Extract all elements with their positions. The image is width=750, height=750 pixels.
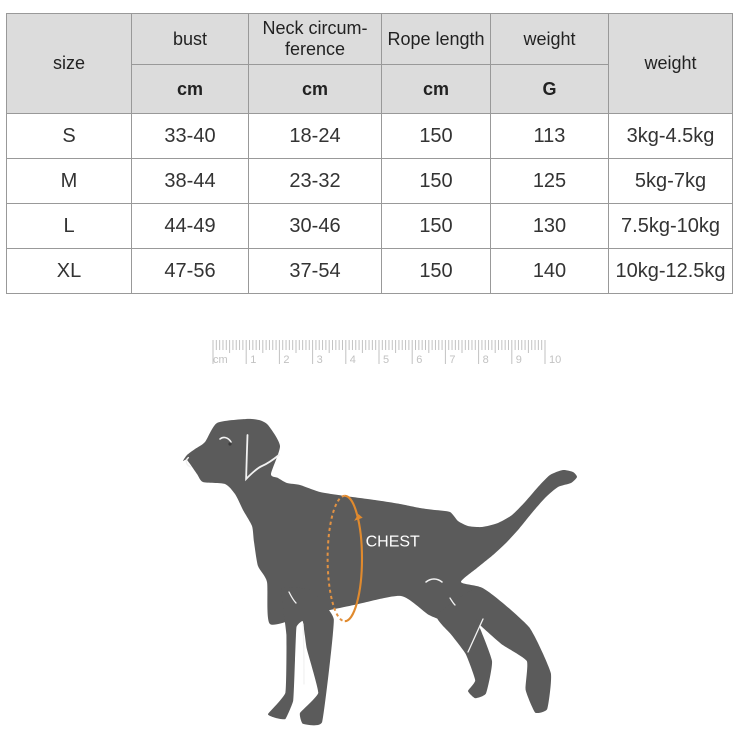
svg-text:10: 10 bbox=[549, 354, 561, 366]
svg-text:5: 5 bbox=[383, 354, 389, 366]
svg-text:9: 9 bbox=[516, 354, 522, 366]
svg-text:2: 2 bbox=[283, 354, 289, 366]
svg-text:1: 1 bbox=[250, 354, 256, 366]
svg-text:7: 7 bbox=[449, 354, 455, 366]
svg-text:4: 4 bbox=[350, 354, 356, 366]
svg-text:cm: cm bbox=[213, 354, 228, 366]
svg-text:6: 6 bbox=[416, 354, 422, 366]
svg-text:CHEST: CHEST bbox=[366, 534, 420, 551]
svg-text:8: 8 bbox=[483, 354, 489, 366]
svg-text:3: 3 bbox=[317, 354, 323, 366]
